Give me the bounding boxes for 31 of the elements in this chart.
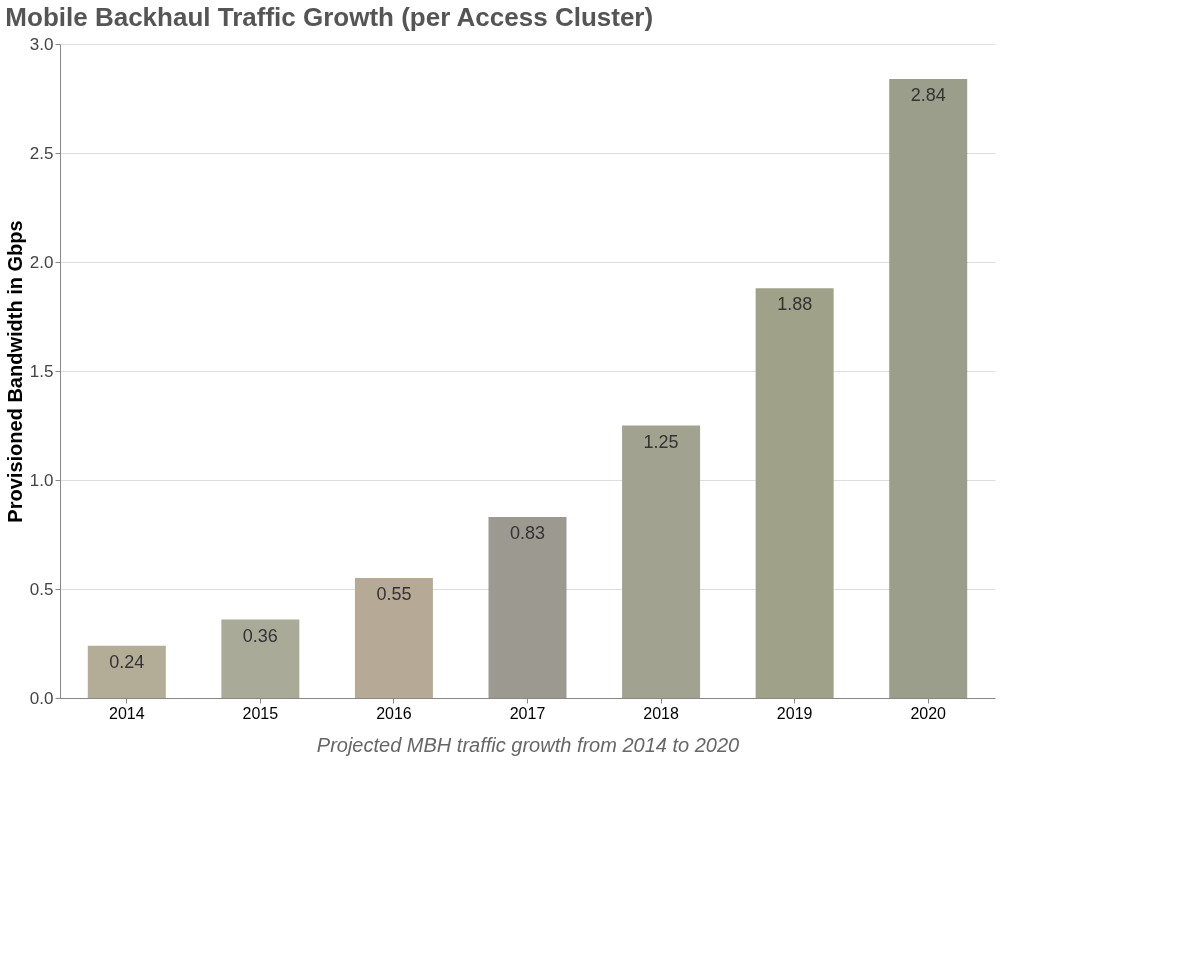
x-tick-label: 2014 bbox=[108, 704, 145, 722]
x-tick-label: 2020 bbox=[910, 704, 947, 722]
x-axis-title: Projected MBH traffic growth from 2014 to 2020 bbox=[316, 733, 740, 756]
x-tick-label: 2019 bbox=[776, 704, 813, 722]
bar bbox=[488, 517, 567, 698]
bar bbox=[354, 578, 433, 698]
data-label: 0.24 bbox=[109, 651, 145, 672]
y-tick-label: 3.0 bbox=[29, 34, 54, 54]
y-tick-label: 2.5 bbox=[29, 143, 54, 163]
bar bbox=[755, 288, 834, 698]
y-tick-label: 1.5 bbox=[29, 361, 54, 381]
x-tick-label: 2017 bbox=[509, 704, 546, 722]
y-tick-label: 0.5 bbox=[29, 579, 54, 599]
x-tick-label: 2018 bbox=[643, 704, 679, 722]
data-label: 2.84 bbox=[910, 84, 946, 105]
y-tick-label: 2.0 bbox=[29, 252, 54, 272]
y-tick-label: 1.0 bbox=[29, 470, 54, 490]
bar bbox=[87, 645, 166, 698]
x-tick-label: 2016 bbox=[376, 704, 412, 722]
y-tick-label: 0.0 bbox=[29, 688, 54, 708]
bar bbox=[221, 619, 300, 698]
bar bbox=[622, 425, 701, 698]
chart-title: Mobile Backhaul Traffic Growth (per Access Cluster) bbox=[5, 2, 654, 32]
y-axis-title: Provisioned Bandwidth in Gbps bbox=[3, 220, 26, 523]
x-tick-label: 2015 bbox=[242, 704, 279, 722]
data-label: 1.88 bbox=[777, 294, 813, 315]
data-label: 0.83 bbox=[509, 523, 546, 544]
data-label: 1.25 bbox=[643, 431, 679, 452]
bar bbox=[889, 78, 968, 698]
data-label: 0.55 bbox=[376, 584, 412, 605]
data-label: 0.36 bbox=[242, 625, 278, 646]
